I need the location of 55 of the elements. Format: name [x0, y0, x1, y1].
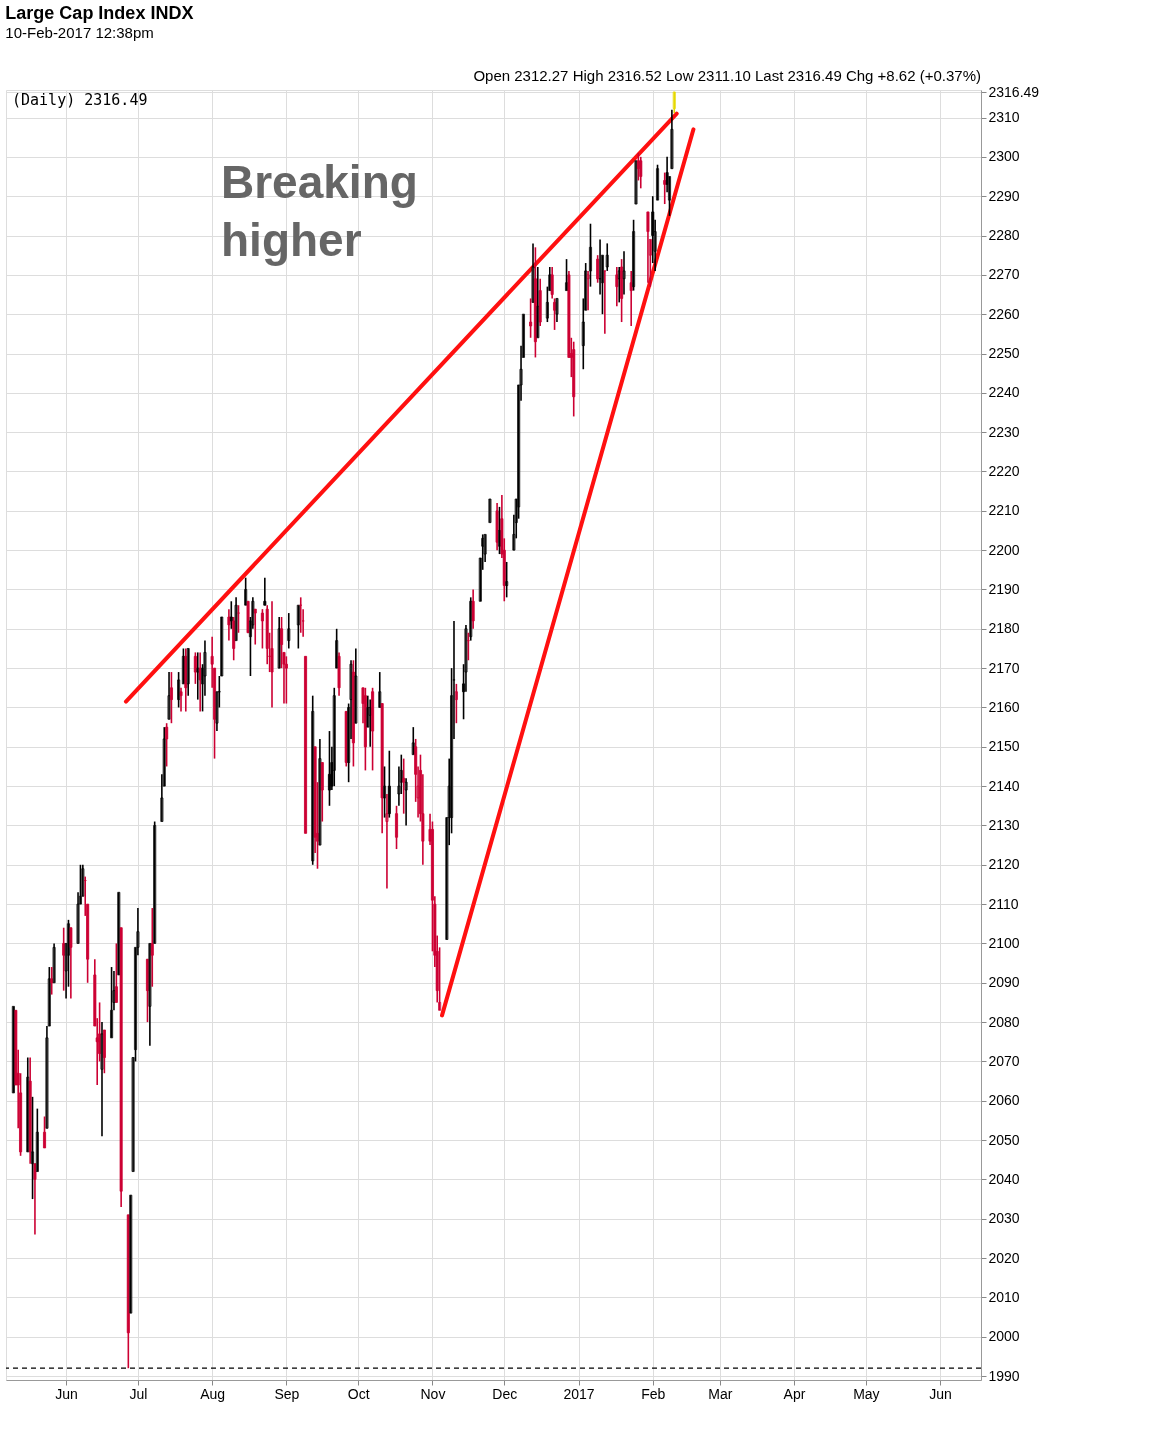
- x-tick-label: Feb: [641, 1385, 666, 1402]
- y-tick-label: 2070: [988, 1052, 1020, 1069]
- y-tick-label: 2170: [988, 659, 1020, 676]
- y-tick-label: 2140: [988, 777, 1020, 794]
- y-tick-label: 2120: [988, 856, 1020, 873]
- x-tick-label: Mar: [708, 1385, 733, 1402]
- y-tick-label: 2310: [988, 109, 1020, 126]
- y-tick-label: 2100: [988, 934, 1020, 951]
- x-tick-label: Jun: [55, 1385, 78, 1402]
- x-tick-label: Nov: [420, 1385, 446, 1402]
- y-tick-label: 2130: [988, 816, 1020, 833]
- y-tick-label: 2316.49: [988, 83, 1040, 100]
- x-tick-label: Sep: [274, 1385, 300, 1402]
- chart-subtitle: 10-Feb-2017 12:38pm: [5, 24, 154, 41]
- y-tick-label: 2010: [988, 1288, 1020, 1305]
- candlestick: [129, 1194, 133, 1314]
- y-tick-label: 2110: [988, 895, 1019, 912]
- y-tick-label: 2080: [988, 1013, 1020, 1030]
- chart-title: Large Cap Index INDX: [5, 3, 194, 23]
- y-tick-label: 2040: [988, 1170, 1020, 1187]
- annotation: Breaking higher: [221, 156, 418, 266]
- candlestick: [246, 600, 250, 634]
- x-tick-label: Oct: [347, 1385, 370, 1402]
- y-tick-label: 2300: [988, 148, 1020, 165]
- y-tick-label: 2200: [988, 541, 1020, 558]
- x-tick-label: Jul: [129, 1385, 148, 1402]
- x-tick-label: Apr: [783, 1385, 806, 1402]
- x-tick-label: Jun: [929, 1385, 952, 1402]
- candlestick: [117, 891, 121, 976]
- text: (Daily) 2316.49: [12, 91, 148, 109]
- y-tick-label: 2000: [988, 1328, 1020, 1345]
- y-tick-label: 2030: [988, 1210, 1020, 1227]
- y-tick-label: 2150: [988, 738, 1020, 755]
- y-tick-label: 2050: [988, 1131, 1020, 1148]
- x-tick-label: Dec: [492, 1385, 518, 1402]
- y-tick-label: 2190: [988, 580, 1020, 597]
- y-tick-label: 2220: [988, 462, 1020, 479]
- y-tick-label: 2280: [988, 227, 1020, 244]
- y-tick-label: 2090: [988, 974, 1020, 991]
- y-tick-label: 2210: [988, 502, 1020, 519]
- y-tick-label: 2180: [988, 620, 1020, 637]
- y-tick-label: 2270: [988, 266, 1020, 283]
- x-tick-label: 2017: [563, 1385, 595, 1402]
- y-tick-label: 2290: [988, 187, 1020, 204]
- x-tick-label: Aug: [200, 1385, 226, 1402]
- y-tick-label: 2240: [988, 384, 1020, 401]
- x-tick-label: May: [853, 1385, 880, 1402]
- text: Open 2312.27 High 2316.52 Low 2311.10 Last 2316.49 Chg +8.62 (+0.37%): [473, 67, 981, 84]
- y-tick-label: 2060: [988, 1092, 1020, 1109]
- y-tick-label: 2230: [988, 423, 1020, 440]
- y-tick-label: 2260: [988, 305, 1020, 322]
- y-tick-label: 2020: [988, 1249, 1020, 1266]
- y-tick-label: 2160: [988, 698, 1020, 715]
- y-tick-label: 1990: [988, 1367, 1020, 1384]
- y-tick-label: 2250: [988, 345, 1020, 362]
